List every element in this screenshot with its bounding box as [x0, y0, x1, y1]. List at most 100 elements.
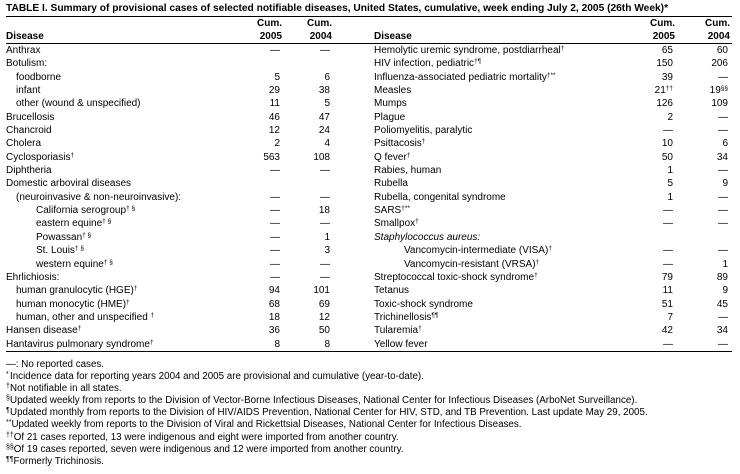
disease-cell: Botulism: [6, 57, 234, 70]
count: — [320, 258, 330, 270]
disease-name: HIV infection, pediatric [374, 58, 475, 70]
disease-cell: Powassan† § [6, 231, 234, 244]
count-cell: — [284, 164, 334, 177]
disease-name: SARS [374, 205, 402, 217]
disease-name: St. Louis [36, 245, 75, 257]
count: 47 [318, 111, 330, 123]
count: 89 [716, 271, 728, 283]
footnote-ref: †† [665, 85, 673, 93]
count: 18 [318, 205, 330, 217]
disease-table: Cum. Cum. Cum. Cum. Disease 2005 2004 Di… [6, 16, 732, 352]
footnote-text: Updated weekly from reports to the Divis… [10, 395, 638, 407]
disease-cell: Brucellosis [6, 111, 234, 124]
disease-cell: Cholera [6, 137, 234, 150]
footnote: ¶Updated monthly from reports to the Div… [6, 407, 648, 419]
header-cell: Cum. [234, 16, 284, 30]
footnote-ref: †** [401, 205, 410, 213]
count: — [663, 218, 673, 230]
count-cell: 50 [284, 324, 334, 337]
count: — [270, 205, 280, 217]
count-cell: 60 [677, 44, 732, 58]
header-cell [374, 16, 622, 30]
count: 8 [274, 338, 280, 350]
header-cell: 2005 [234, 30, 284, 44]
spacer-cell [334, 204, 374, 217]
disease-name: Vancomycin-resistant (VRSA) [404, 258, 536, 270]
count-cell: — [284, 44, 334, 58]
count: — [718, 218, 728, 230]
footnote-text: Formerly Trichinosis. [13, 455, 104, 467]
count: 18 [268, 311, 280, 323]
count-cell: 6 [284, 71, 334, 84]
footnote-ref: † [77, 325, 82, 333]
disease-cell: Vancomycin-intermediate (VISA)† [374, 244, 622, 257]
footnote-ref: † § [74, 245, 84, 253]
count: 60 [716, 45, 728, 56]
disease-cell: infant [6, 84, 234, 97]
footnote-ref: † § [102, 218, 112, 226]
footnote-ref: † [126, 298, 130, 306]
disease-name: Q fever [374, 151, 407, 163]
disease-name: Toxic-shock syndrome [374, 298, 473, 310]
count: 34 [716, 151, 728, 163]
count-cell: — [234, 44, 284, 58]
disease-cell: Staphylococcus aureus: [374, 231, 622, 244]
count-cell [284, 177, 334, 190]
count-cell: — [234, 164, 284, 177]
count-cell: 10 [622, 137, 677, 150]
disease-cell: California serogroup† § [6, 204, 234, 217]
count: — [270, 245, 280, 257]
count: 1 [722, 258, 728, 270]
count-cell: — [677, 217, 732, 230]
count: 1 [324, 231, 330, 243]
count-cell: — [284, 271, 334, 284]
spacer-cell [334, 44, 374, 58]
count-cell: — [234, 258, 284, 271]
header-cell [6, 16, 234, 30]
footnote: **Updated weekly from reports to the Div… [6, 419, 522, 431]
disease-name: Influenza-associated pediatric mortality [374, 71, 547, 83]
count: 42 [661, 325, 673, 337]
footnote-text: Updated monthly from reports to the Divi… [10, 407, 648, 419]
header-cell: Disease [374, 30, 622, 44]
count-cell [677, 231, 732, 244]
disease-name: Rubella, congenital syndrome [374, 191, 506, 203]
spacer-cell [334, 311, 374, 324]
table-row: Powassan† § — 1 Staphylococcus aureus: [6, 231, 732, 244]
count-cell: 101 [284, 284, 334, 297]
disease-cell: Streptococcal toxic-shock syndrome† [374, 271, 622, 284]
disease-name: other (wound & unspecified) [16, 98, 141, 110]
count: 39 [661, 71, 673, 83]
disease-name: Hansen disease [6, 325, 78, 337]
count: 21 [654, 85, 666, 97]
count: 2 [274, 138, 280, 150]
footnote: §Updated weekly from reports to the Divi… [6, 395, 638, 407]
count-cell: — [677, 337, 732, 352]
count: 2 [667, 111, 673, 123]
disease-name: human, other and unspecified [16, 311, 151, 323]
count: 9 [722, 285, 728, 297]
count-cell: 8 [234, 337, 284, 352]
count: 109 [711, 98, 728, 110]
count-cell: 46 [234, 111, 284, 124]
table-row: St. Louis† § — 3 Vancomycin-intermediate (V… [6, 244, 732, 257]
count-cell: 47 [284, 111, 334, 124]
disease-cell: Anthrax [6, 44, 234, 58]
disease-cell: Smallpox† [374, 217, 622, 230]
count-cell: — [284, 191, 334, 204]
count-cell: — [234, 244, 284, 257]
count-cell: 206 [677, 57, 732, 70]
disease-name: eastern equine [36, 218, 103, 230]
count-cell: 4 [284, 137, 334, 150]
disease-cell: human monocytic (HME)† [6, 298, 234, 311]
disease-name: infant [16, 85, 41, 97]
count: 36 [268, 325, 280, 337]
count: — [718, 311, 728, 323]
disease-name: Botulism: [6, 58, 48, 70]
spacer-cell [334, 244, 374, 257]
count-cell: 6 [677, 137, 732, 150]
disease-name: Staphylococcus aureus: [374, 231, 481, 243]
disease-cell: Hemolytic uremic syndrome, postdiarrheal… [374, 44, 622, 58]
count: — [718, 245, 728, 257]
disease-cell: western equine† § [6, 258, 234, 271]
